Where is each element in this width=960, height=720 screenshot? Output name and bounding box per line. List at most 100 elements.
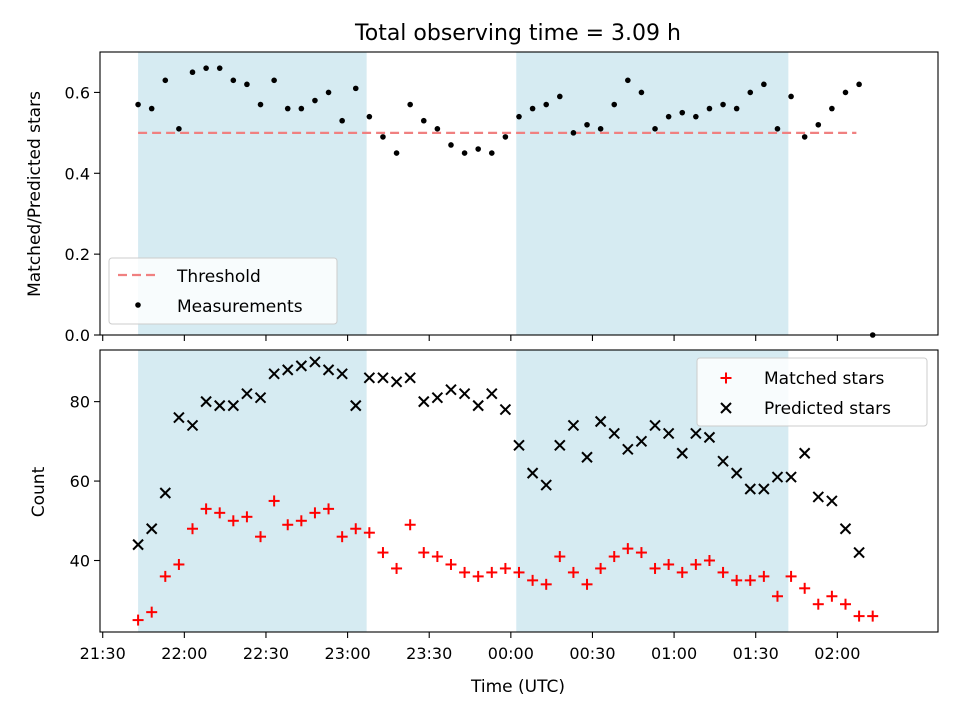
matched-star-point bbox=[187, 523, 199, 535]
x-marker-b bbox=[649, 419, 661, 432]
measurement-point bbox=[652, 126, 658, 132]
matched-star-point bbox=[595, 562, 607, 574]
predicted-star-point bbox=[526, 467, 539, 479]
bottom-axes: 40 60 80 21:30 22:00 22:30 23:00 23:30 00:00 00:3… bbox=[70, 349, 939, 663]
measurement-point bbox=[529, 105, 536, 112]
x-marker-b bbox=[173, 411, 185, 424]
x-marker-b bbox=[622, 443, 634, 456]
x-marker-b bbox=[472, 399, 484, 412]
predicted-star-point bbox=[377, 372, 389, 384]
predicted-star-point bbox=[676, 447, 688, 459]
measurement-point bbox=[148, 105, 155, 112]
x-tick-label: 01:30 bbox=[733, 644, 779, 663]
measurement-point bbox=[774, 126, 781, 132]
matched-star-point bbox=[853, 610, 865, 622]
matched-star-point bbox=[581, 578, 593, 590]
x-marker-b bbox=[608, 427, 620, 440]
x-tick-label: 02:00 bbox=[814, 644, 860, 663]
matched-star-point bbox=[771, 590, 783, 602]
matched-star-point bbox=[717, 566, 729, 578]
x-marker-b bbox=[377, 372, 389, 384]
matched-star-point bbox=[676, 566, 688, 578]
bottom-y-axis-label: Count bbox=[29, 466, 49, 517]
x-marker-b bbox=[662, 427, 675, 440]
matched-star-point bbox=[486, 566, 498, 578]
measurement-point bbox=[706, 105, 713, 112]
measurement-point bbox=[420, 117, 427, 124]
matched-star-point bbox=[513, 566, 525, 578]
x-tick-label: 23:30 bbox=[406, 644, 452, 663]
measurement-point bbox=[203, 65, 209, 71]
x-marker-b bbox=[798, 447, 811, 459]
predicted-star-point bbox=[567, 419, 580, 432]
predicted-star-point bbox=[812, 491, 824, 503]
measurement-point bbox=[312, 97, 318, 104]
top-axes: 0.0 0.2 0.4 0.6 bbox=[65, 51, 939, 345]
x-marker-b bbox=[336, 368, 348, 380]
matched-star-point bbox=[567, 566, 579, 578]
measurement-point bbox=[162, 77, 169, 84]
x-marker-b bbox=[690, 427, 702, 440]
predicted-star-point bbox=[785, 471, 797, 483]
measurement-point bbox=[733, 105, 740, 112]
measurement-point bbox=[244, 81, 250, 88]
matched-star-point bbox=[173, 558, 185, 570]
predicted-star-point bbox=[404, 372, 416, 384]
predicted-star-point bbox=[309, 356, 321, 368]
measurement-point bbox=[638, 89, 645, 96]
predicted-star-point bbox=[268, 368, 280, 380]
x-tick-label: 21:30 bbox=[80, 644, 126, 663]
x-marker-b bbox=[635, 435, 648, 448]
x-marker-b bbox=[227, 399, 240, 412]
predicted-star-point bbox=[690, 427, 702, 440]
predicted-star-point bbox=[730, 467, 743, 479]
matched-star-point bbox=[731, 574, 743, 586]
predicted-star-point bbox=[173, 411, 185, 424]
predicted-star-point bbox=[295, 360, 308, 372]
predicted-star-point bbox=[145, 523, 158, 535]
matched-star-point bbox=[431, 551, 443, 563]
x-marker-b bbox=[159, 487, 172, 499]
x-marker-b bbox=[486, 387, 498, 400]
matched-star-point bbox=[799, 582, 811, 594]
measurement-point bbox=[393, 150, 400, 156]
predicted-star-point bbox=[554, 439, 566, 452]
measurement-point bbox=[216, 65, 223, 71]
measurement-point bbox=[842, 89, 849, 96]
top-legend-box bbox=[108, 257, 338, 325]
matched-star-point bbox=[527, 574, 539, 586]
x-marker-b bbox=[554, 439, 566, 452]
matched-star-point bbox=[812, 598, 824, 610]
x-marker-b bbox=[853, 546, 865, 559]
legend-predicted-label: Predicted stars bbox=[764, 399, 891, 419]
top-y-axis-label: Matched/Predicted stars bbox=[25, 91, 45, 297]
count-points bbox=[132, 356, 879, 626]
x-marker-b bbox=[200, 395, 212, 408]
predicted-star-point bbox=[853, 546, 865, 559]
matched-star-point bbox=[649, 562, 661, 574]
top-y-tick-label: 0.4 bbox=[65, 164, 90, 183]
predicted-star-point bbox=[200, 395, 212, 408]
predicted-star-point bbox=[472, 399, 484, 412]
measurement-point bbox=[720, 101, 726, 108]
predicted-star-point bbox=[608, 427, 620, 440]
legend-matched-label: Matched stars bbox=[764, 369, 884, 389]
matched-star-point bbox=[635, 547, 647, 559]
x-marker-b bbox=[445, 384, 457, 396]
x-marker-b bbox=[717, 455, 729, 467]
predicted-star-point bbox=[336, 368, 348, 380]
measurement-point bbox=[325, 89, 332, 96]
predicted-star-point bbox=[418, 395, 430, 408]
predicted-star-point bbox=[431, 391, 444, 404]
measurement-point bbox=[829, 105, 835, 112]
top-legend: Threshold Measurements bbox=[108, 257, 338, 325]
matched-star-point bbox=[309, 507, 321, 519]
x-marker-b bbox=[186, 419, 199, 432]
predicted-star-point bbox=[282, 364, 294, 376]
predicted-star-point bbox=[390, 376, 403, 388]
x-marker-b bbox=[594, 415, 607, 428]
predicted-star-point bbox=[363, 372, 376, 384]
matched-star-point bbox=[663, 558, 675, 570]
matched-star-point bbox=[744, 574, 756, 586]
matched-star-point bbox=[350, 523, 362, 535]
